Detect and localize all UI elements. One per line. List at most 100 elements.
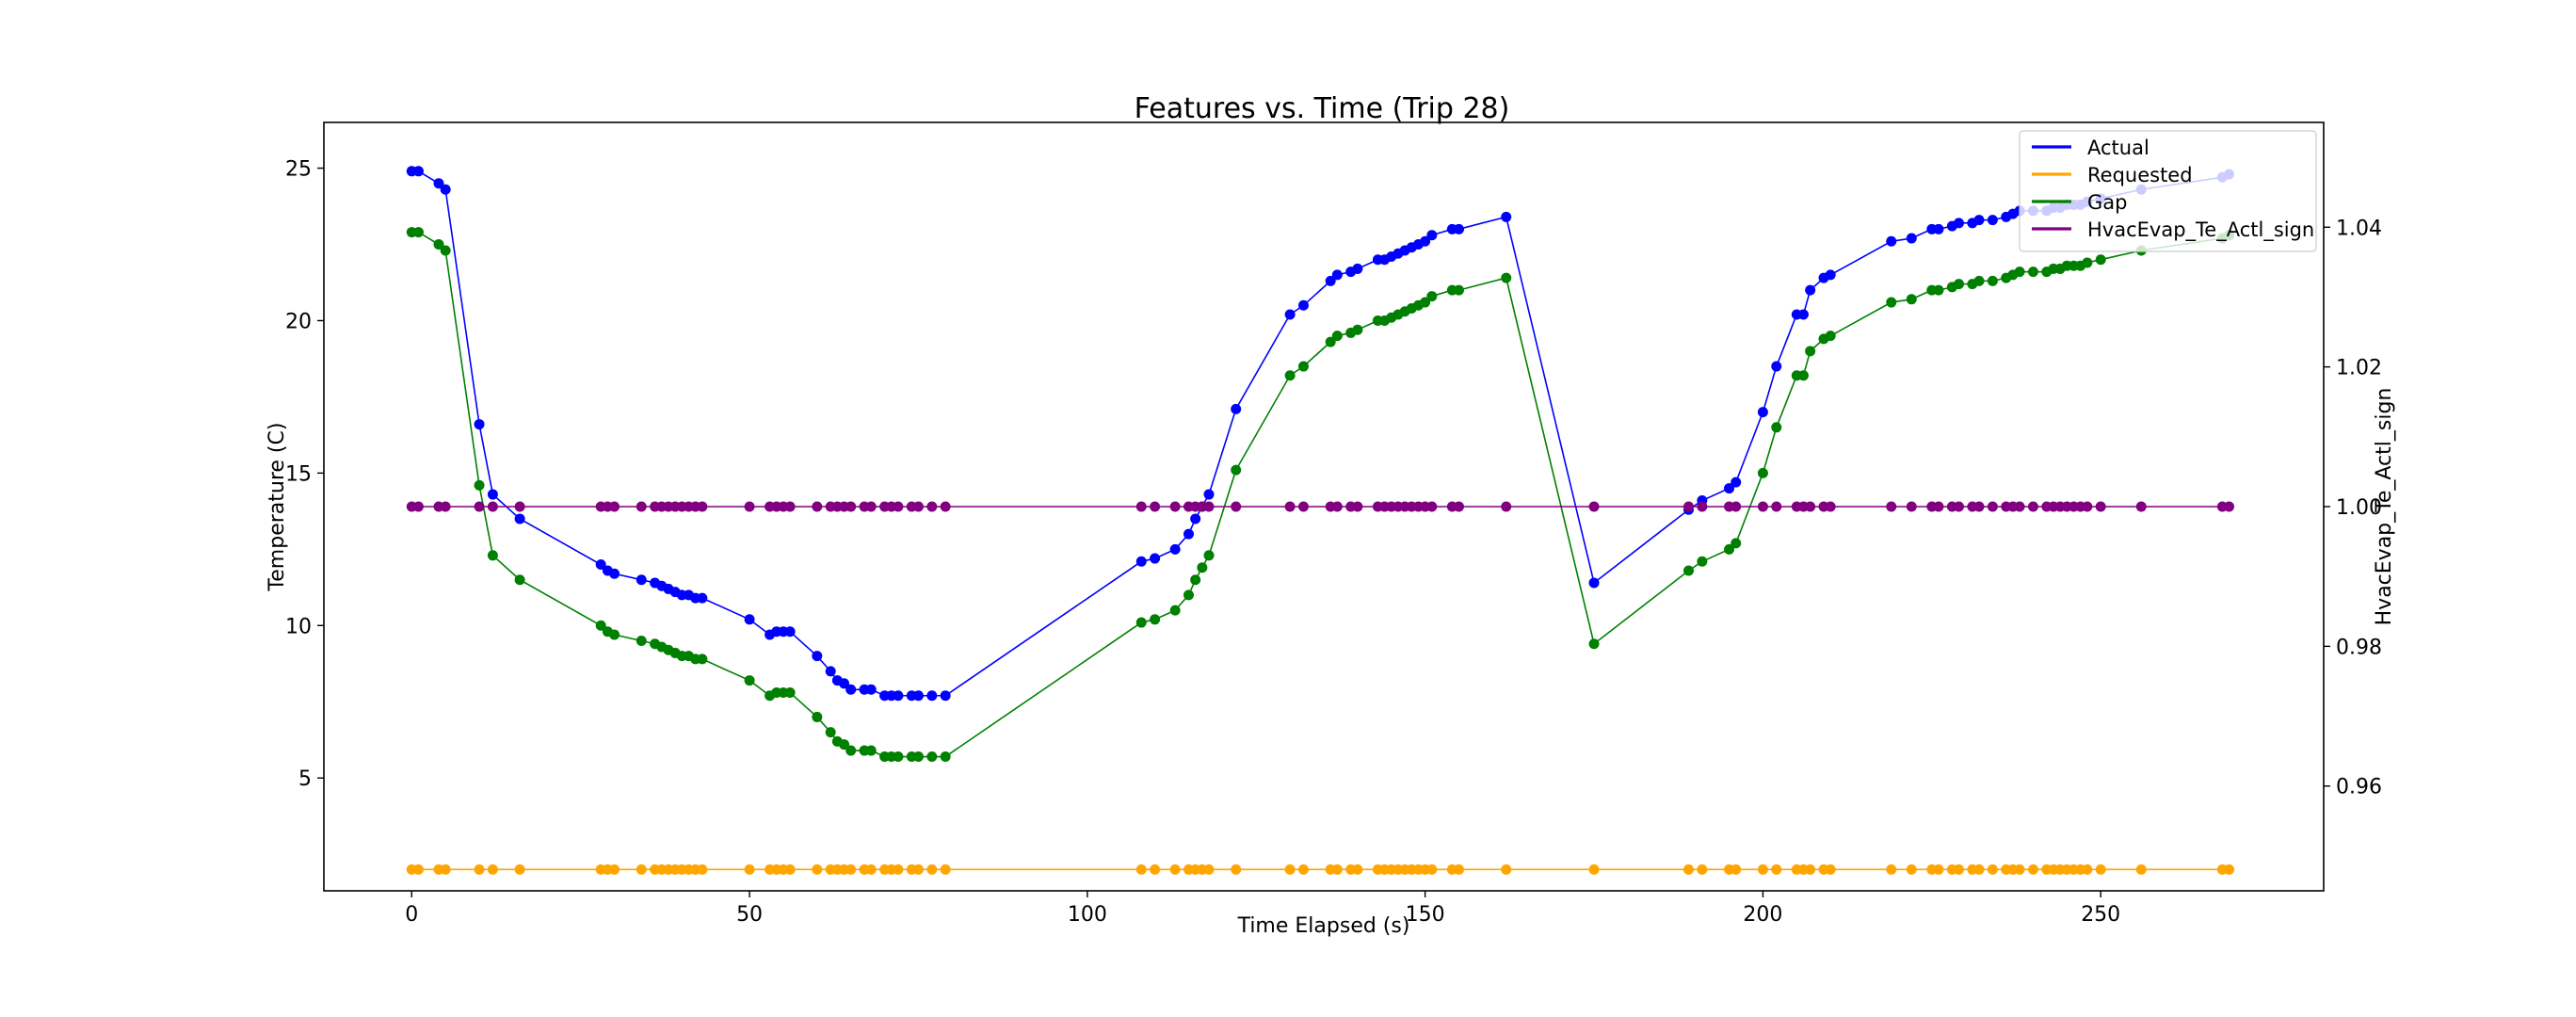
plot-area <box>406 166 2235 875</box>
data-point-actual <box>839 678 850 689</box>
data-point-hvacevap-te-actl-sign <box>1588 501 1600 512</box>
x-tick-label: 250 <box>2081 903 2120 927</box>
data-point-hvacevap-te-actl-sign <box>1297 501 1309 512</box>
data-point-gap <box>1169 605 1181 616</box>
data-point-hvacevap-te-actl-sign <box>1454 501 1465 512</box>
data-point-actual <box>1797 309 1809 320</box>
data-point-requested <box>514 864 525 875</box>
data-point-requested <box>1886 864 1897 875</box>
y2-tick-label: 0.98 <box>2336 636 2382 659</box>
data-point-hvacevap-te-actl-sign <box>1954 501 1965 512</box>
data-point-requested <box>1297 864 1309 875</box>
data-point-gap <box>1697 556 1708 567</box>
data-point-actual <box>784 626 796 638</box>
data-point-gap <box>514 574 525 586</box>
data-point-hvacevap-te-actl-sign <box>440 501 451 512</box>
data-point-gap <box>1886 297 1897 308</box>
y2-axis-ticks: 0.96 0.98 1.00 1.02 1.04 <box>2324 217 2382 799</box>
data-point-requested <box>865 864 877 875</box>
data-point-gap <box>1933 284 1944 296</box>
data-point-actual <box>1203 489 1215 500</box>
y-tick-label: 15 <box>285 462 312 486</box>
data-point-gap <box>697 654 708 665</box>
data-point-hvacevap-te-actl-sign <box>1169 501 1181 512</box>
data-point-gap <box>940 751 951 763</box>
data-point-gap <box>1352 324 1363 335</box>
data-point-hvacevap-te-actl-sign <box>1731 501 1742 512</box>
data-point-actual <box>1886 235 1897 247</box>
data-point-actual <box>1331 269 1343 281</box>
data-point-hvacevap-te-actl-sign <box>2224 501 2235 512</box>
data-point-actual <box>1284 309 1296 320</box>
data-point-actual <box>845 684 857 695</box>
y2-tick-label: 1.00 <box>2336 496 2382 520</box>
y2-tick-label: 1.02 <box>2336 357 2382 380</box>
data-point-requested <box>1954 864 1965 875</box>
y-tick-label: 10 <box>285 615 312 638</box>
y-tick-label: 20 <box>285 310 312 333</box>
y2-tick-label: 0.96 <box>2336 776 2382 799</box>
data-point-requested <box>697 864 708 875</box>
data-point-requested <box>1697 864 1708 875</box>
data-point-hvacevap-te-actl-sign <box>2082 501 2093 512</box>
data-point-actual <box>1771 361 1782 372</box>
data-point-gap <box>440 245 451 256</box>
y-axis-ticks: 5 10 15 20 25 <box>285 158 324 791</box>
data-point-gap <box>1183 589 1194 601</box>
data-point-hvacevap-te-actl-sign <box>1825 501 1836 512</box>
data-point-gap <box>2082 257 2093 268</box>
legend-label-requested: Requested <box>2087 164 2193 186</box>
data-point-hvacevap-te-actl-sign <box>2095 501 2106 512</box>
data-point-requested <box>926 864 938 875</box>
data-point-hvacevap-te-actl-sign <box>845 501 857 512</box>
data-point-requested <box>1987 864 1998 875</box>
data-point-requested <box>1825 864 1836 875</box>
data-point-actual <box>812 651 823 662</box>
data-point-actual <box>1724 483 1735 494</box>
data-point-requested <box>1331 864 1343 875</box>
data-point-requested <box>487 864 498 875</box>
data-point-hvacevap-te-actl-sign <box>744 501 755 512</box>
data-point-gap <box>893 751 904 763</box>
data-point-hvacevap-te-actl-sign <box>487 501 498 512</box>
data-point-requested <box>1284 864 1296 875</box>
data-point-gap <box>1197 562 1208 573</box>
data-point-hvacevap-te-actl-sign <box>1231 501 1242 512</box>
data-point-hvacevap-te-actl-sign <box>1805 501 1816 512</box>
data-point-actual <box>1325 275 1336 286</box>
data-point-gap <box>926 751 938 763</box>
y-tick-label: 25 <box>285 158 312 182</box>
data-point-hvacevap-te-actl-sign <box>697 501 708 512</box>
data-point-gap <box>1757 467 1768 478</box>
data-point-actual <box>893 690 904 702</box>
data-point-gap <box>1588 638 1600 650</box>
x-axis-ticks: 0 50 100 150 200 250 <box>405 891 2120 927</box>
data-point-requested <box>2095 864 2106 875</box>
data-point-actual <box>487 489 498 500</box>
x-tick-label: 200 <box>1743 903 1782 927</box>
data-point-gap <box>1805 346 1816 357</box>
series-requested <box>406 864 2235 875</box>
data-point-gap <box>2095 254 2106 266</box>
data-point-actual <box>1731 476 1742 488</box>
x-axis-label: Time Elapsed (s) <box>1237 914 1410 938</box>
data-point-hvacevap-te-actl-sign <box>865 501 877 512</box>
data-point-actual <box>433 178 444 189</box>
data-point-hvacevap-te-actl-sign <box>2027 501 2038 512</box>
data-point-requested <box>2027 864 2038 875</box>
data-point-requested <box>1771 864 1782 875</box>
data-point-actual <box>1954 218 1965 229</box>
data-point-requested <box>1805 864 1816 875</box>
data-point-hvacevap-te-actl-sign <box>412 501 424 512</box>
data-point-actual <box>912 690 924 702</box>
data-point-gap <box>812 711 823 722</box>
data-point-gap <box>1501 272 1512 283</box>
data-point-hvacevap-te-actl-sign <box>609 501 620 512</box>
data-point-gap <box>1297 361 1309 372</box>
data-point-gap <box>1731 538 1742 549</box>
data-point-gap <box>1797 370 1809 381</box>
data-point-gap <box>1724 543 1735 555</box>
data-point-requested <box>845 864 857 875</box>
data-point-actual <box>940 690 951 702</box>
